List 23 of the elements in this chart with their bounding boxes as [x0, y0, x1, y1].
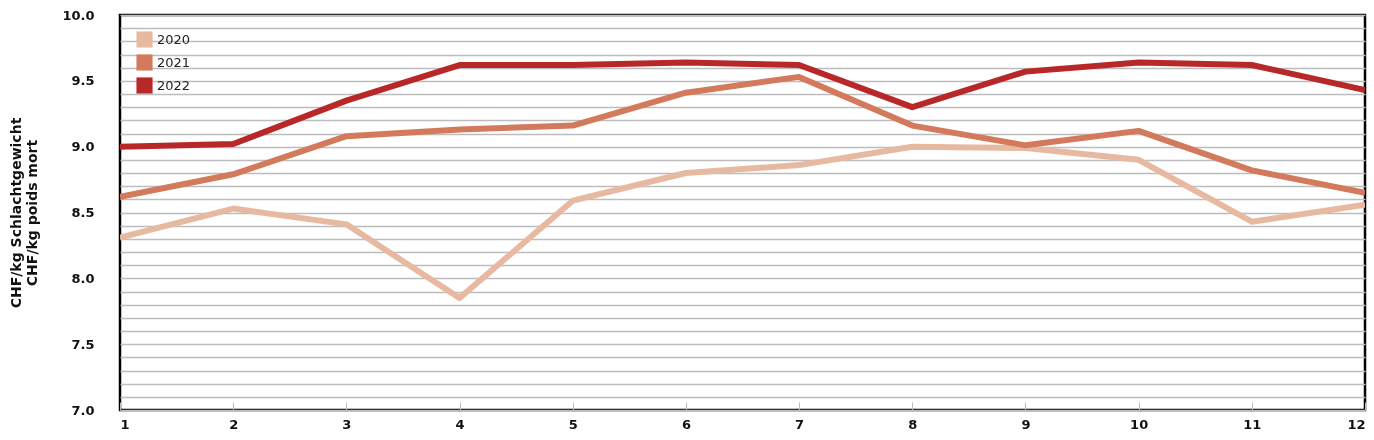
x-tick-label: 11	[1243, 416, 1262, 432]
x-tick-label: 9	[1021, 416, 1031, 432]
y-tick-label: 9.0	[71, 139, 95, 155]
y-axis-title: CHF/kg Schlachtgewicht CHF/kg poids mort	[8, 117, 41, 309]
y-tick-label: 7.0	[71, 402, 95, 418]
legend-label: 2021	[157, 54, 191, 70]
y-tick-label: 9.5	[71, 73, 95, 89]
x-tick-label: 7	[795, 416, 805, 432]
x-tick-label: 1	[120, 416, 130, 432]
x-tick-label: 4	[455, 416, 465, 432]
x-tick-label: 2	[229, 416, 239, 432]
x-tick-label: 8	[908, 416, 918, 432]
x-tick-label: 10	[1130, 416, 1149, 432]
y-tick-label: 10.0	[62, 7, 95, 23]
x-tick-label: 3	[342, 416, 352, 432]
legend-label: 2020	[157, 31, 191, 47]
x-tick-label: 12	[1347, 416, 1366, 432]
x-tick-label: 5	[568, 416, 578, 432]
y-tick-label: 7.5	[71, 336, 95, 352]
x-tick-label: 6	[681, 416, 691, 432]
y-tick-label: 8.0	[71, 270, 95, 286]
y-tick-label: 8.5	[71, 205, 95, 220]
legend-label: 2022	[157, 77, 191, 93]
